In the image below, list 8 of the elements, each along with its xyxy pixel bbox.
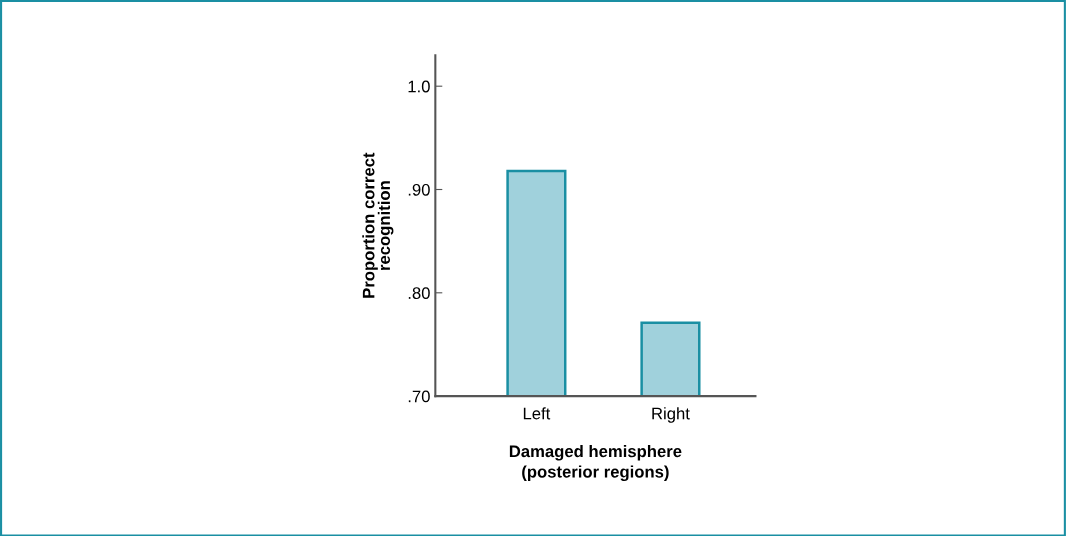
y-tick-label: .70 xyxy=(408,390,430,403)
y-tick-label: .80 xyxy=(408,287,430,300)
x-axis-title: Damaged hemisphere (posterior regions) xyxy=(509,444,682,482)
y-tick-label: .90 xyxy=(408,183,430,196)
y-tick-label: 1.0 xyxy=(408,80,430,93)
x-tick-label: Right xyxy=(652,407,690,423)
x-tick-label: Left xyxy=(523,407,551,420)
y-axis-title: Proportion correct recognition xyxy=(362,152,394,298)
